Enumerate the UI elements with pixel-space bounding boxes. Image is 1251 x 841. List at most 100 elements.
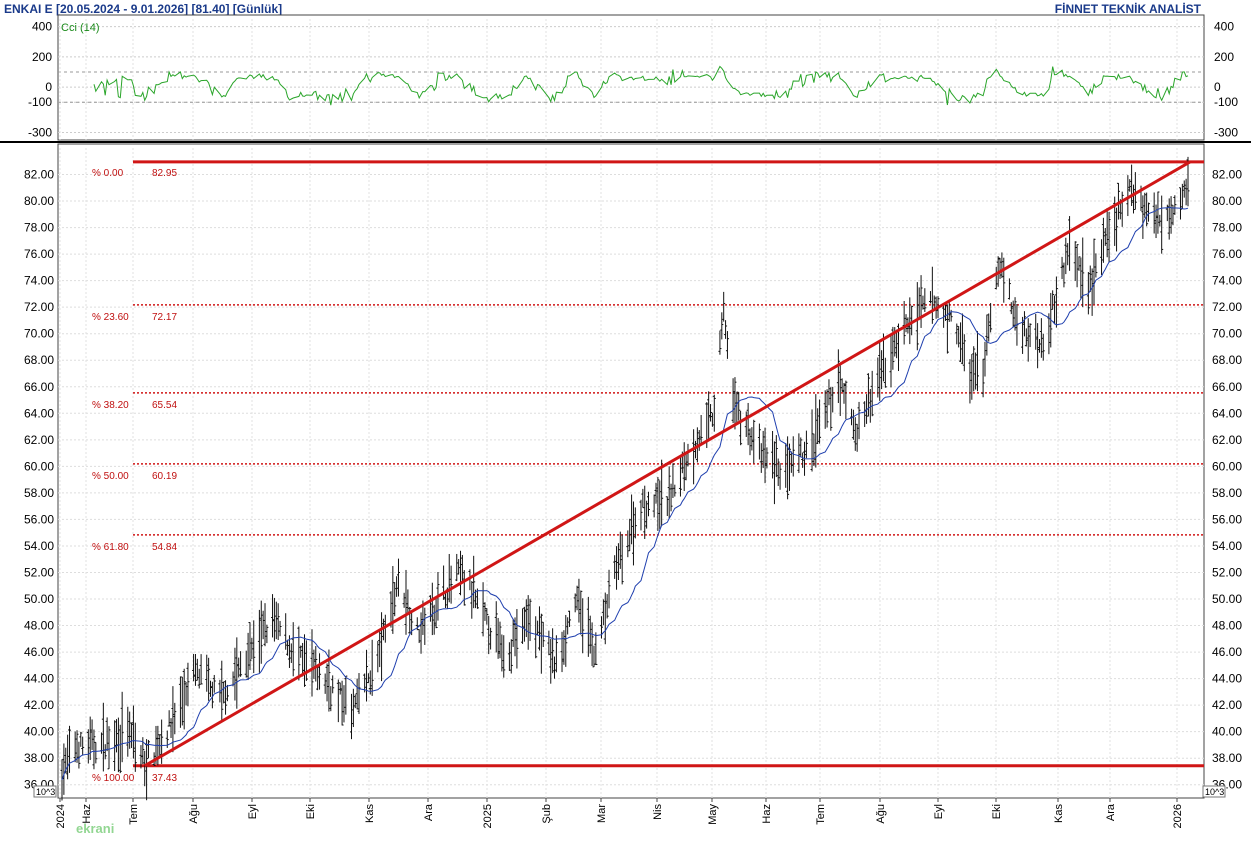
cci-tick-label-right: 200 [1214, 50, 1234, 64]
price-tick-label-left: 54.00 [24, 539, 54, 553]
x-tick-label: Eyl [933, 804, 945, 819]
price-tick-label-left: 82.00 [24, 168, 54, 182]
price-tick-label-left: 40.00 [24, 725, 54, 739]
price-tick-label-right: 60.00 [1212, 459, 1242, 473]
price-tick-label-right: 44.00 [1212, 672, 1242, 686]
price-tick-label-left: 66.00 [24, 380, 54, 394]
price-tick-label-left: 46.00 [24, 645, 54, 659]
fibonacci-value: 65.54 [152, 400, 177, 411]
price-tick-label-left: 78.00 [24, 221, 54, 235]
x-tick-label: Şub [541, 804, 553, 824]
x-tick-label: Ağu [875, 804, 887, 824]
price-tick-label-left: 76.00 [24, 247, 54, 261]
price-tick-label-left: 56.00 [24, 512, 54, 526]
price-tick-label-right: 54.00 [1212, 539, 1242, 553]
moving-average-line [61, 206, 1189, 781]
price-panel-frame [57, 143, 1205, 799]
price-tick-label-left: 38.00 [24, 751, 54, 765]
price-tick-label-left: 72.00 [24, 300, 54, 314]
price-tick-label-right: 56.00 [1212, 512, 1242, 526]
cci-line [93, 65, 1189, 106]
x-tick-label: Ara [423, 803, 435, 821]
x-tick-label: Haz [81, 804, 93, 824]
price-bars [60, 156, 1190, 801]
cci-tick-label-right: 0 [1214, 80, 1221, 94]
price-tick-label-right: 62.00 [1212, 433, 1242, 447]
x-tick-label: Mar [596, 804, 608, 823]
price-tick-label-left: 62.00 [24, 433, 54, 447]
scale-box-right [1202, 785, 1226, 798]
cci-legend-label: Cci (14) [61, 22, 100, 34]
price-tick-label-left: 58.00 [24, 486, 54, 500]
price-tick-label-left: 70.00 [24, 327, 54, 341]
x-tick-label: Eki [991, 804, 1003, 819]
price-tick-label-right: 72.00 [1212, 300, 1242, 314]
fibonacci-label: % 61.80 [92, 542, 129, 553]
cci-tick-label-right: -300 [1214, 125, 1238, 139]
x-tick-label: Haz [761, 804, 773, 824]
cci-tick-label-left: 200 [32, 50, 52, 64]
fibonacci-label: % 23.60 [92, 312, 129, 323]
fibonacci-label: % 38.20 [92, 400, 129, 411]
price-tick-label-right: 70.00 [1212, 327, 1242, 341]
price-tick-label-left: 48.00 [24, 619, 54, 633]
cci-tick-label-right: -100 [1214, 95, 1238, 109]
fibonacci-value: 60.19 [152, 471, 177, 482]
price-tick-label-right: 46.00 [1212, 645, 1242, 659]
price-tick-label-right: 82.00 [1212, 168, 1242, 182]
x-tick-label: 2024 [55, 804, 67, 828]
price-tick-label-right: 68.00 [1212, 353, 1242, 367]
fibonacci-value: 54.84 [152, 542, 177, 553]
price-tick-label-left: 64.00 [24, 406, 54, 420]
cci-tick-label-left: -100 [28, 95, 52, 109]
price-tick-label-left: 74.00 [24, 274, 54, 288]
price-tick-label-left: 42.00 [24, 698, 54, 712]
x-tick-label: Nis [652, 804, 664, 820]
price-tick-label-right: 52.00 [1212, 565, 1242, 579]
cci-tick-label-left: 400 [32, 20, 52, 34]
x-tick-label: Kas [1053, 804, 1065, 823]
watermark-logo: ekrani [76, 821, 114, 836]
scale-note-right: 10^3 [1205, 787, 1224, 797]
cci-panel-frame [57, 14, 1205, 141]
chart-title: ENKAI E [20.05.2024 - 9.01.2026] [81.40]… [4, 2, 283, 16]
x-tick-label: May [707, 804, 719, 825]
x-tick-label: Ara [1105, 803, 1117, 821]
x-tick-label: Kas [364, 804, 376, 823]
price-tick-label-right: 38.00 [1212, 751, 1242, 765]
price-tick-label-left: 44.00 [24, 672, 54, 686]
price-tick-label-right: 76.00 [1212, 247, 1242, 261]
x-tick-label: Eki [305, 804, 317, 819]
price-tick-label-right: 58.00 [1212, 486, 1242, 500]
x-tick-label: 2025 [482, 804, 494, 828]
price-tick-label-right: 50.00 [1212, 592, 1242, 606]
cci-tick-label-left: -300 [28, 125, 52, 139]
price-tick-label-left: 80.00 [24, 194, 54, 208]
cci-tick-label-left: 0 [45, 80, 52, 94]
price-tick-label-left: 68.00 [24, 353, 54, 367]
brand-label: FİNNET TEKNİK ANALİST [1054, 2, 1201, 16]
price-tick-label-right: 48.00 [1212, 619, 1242, 633]
fibonacci-value: 37.43 [152, 773, 177, 784]
price-tick-label-right: 42.00 [1212, 698, 1242, 712]
price-tick-label-right: 66.00 [1212, 380, 1242, 394]
cci-tick-label-right: 400 [1214, 20, 1234, 34]
trend-line [143, 160, 1191, 768]
x-tick-label: Tem [815, 804, 827, 825]
price-tick-label-left: 60.00 [24, 459, 54, 473]
x-tick-label: Ağu [188, 804, 200, 824]
fibonacci-label: % 0.00 [92, 168, 124, 179]
price-tick-label-right: 78.00 [1212, 221, 1242, 235]
fibonacci-label: % 100.00 [92, 773, 135, 784]
fibonacci-value: 82.95 [152, 168, 177, 179]
price-tick-label-right: 64.00 [1212, 406, 1242, 420]
x-tick-label: Eyl [247, 804, 259, 819]
x-tick-label: 2026 [1172, 804, 1184, 828]
scale-note-left: 10^3 [36, 787, 55, 797]
fibonacci-value: 72.17 [152, 312, 177, 323]
x-tick-label: Tem [128, 804, 140, 825]
scale-box-left [33, 785, 57, 798]
price-tick-label-right: 40.00 [1212, 725, 1242, 739]
price-tick-label-right: 80.00 [1212, 194, 1242, 208]
